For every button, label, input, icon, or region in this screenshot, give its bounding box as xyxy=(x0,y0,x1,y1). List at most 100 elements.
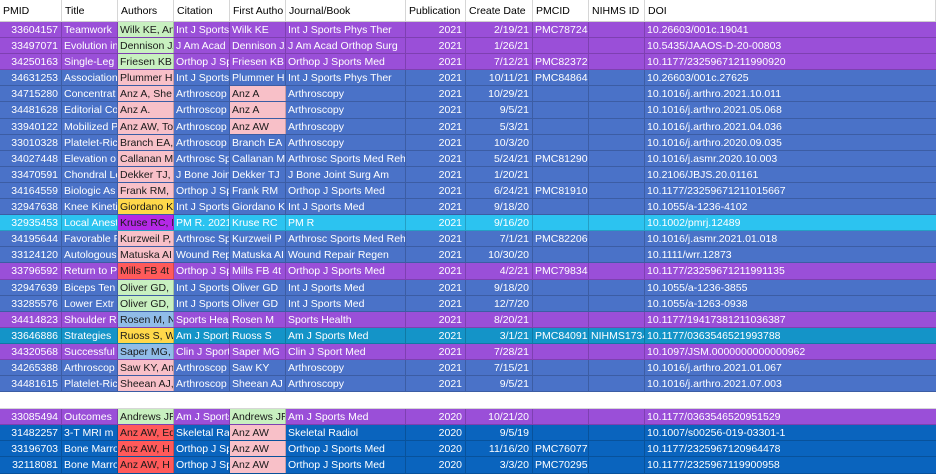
cell-citation[interactable]: Arthroscop xyxy=(174,359,230,376)
cell-first-author[interactable]: Mills FB 4t xyxy=(230,263,286,279)
cell-citation[interactable]: Arthrosc Sp xyxy=(176,150,230,166)
cell-authors[interactable]: Oliver GD, xyxy=(118,295,174,311)
cell-pmid[interactable]: 33646886 xyxy=(0,327,62,343)
cell-journal[interactable]: Clin J Sport Med xyxy=(286,343,406,359)
cell-pmid[interactable]: 31482257 xyxy=(0,425,62,441)
cell-authors[interactable]: Kruse RC, R xyxy=(118,215,174,231)
cell-first-author[interactable]: Wilk KE xyxy=(230,22,286,38)
cell-title[interactable]: Platelet-Ric xyxy=(64,134,118,150)
cell-create-date[interactable]: 5/24/21 xyxy=(466,150,533,166)
cell-citation[interactable]: Int J Sports xyxy=(176,199,230,215)
cell-authors[interactable]: Matuska AI xyxy=(118,247,174,263)
cell-publication[interactable]: 2021 xyxy=(406,22,466,38)
cell-create-date[interactable]: 9/16/20 xyxy=(466,215,533,231)
cell-pmid[interactable]: 34164559 xyxy=(0,182,62,199)
table-row[interactable]: 33285576 Lower Extr Oliver GD, Int J Sports… xyxy=(0,295,936,312)
cell-pmid[interactable]: 34027448 xyxy=(0,150,62,166)
cell-doi[interactable]: 10.1016/j.asmr.2020.10.003 xyxy=(647,152,778,165)
cell-citation[interactable]: Arthroscop xyxy=(174,134,230,150)
cell-doi[interactable]: 10.2106/JBJS.20.01161 xyxy=(647,168,759,181)
cell-doi[interactable]: 10.1177/23259671211990920 xyxy=(647,56,786,69)
cell-authors[interactable]: Sheean AJ, xyxy=(118,376,174,392)
cell-citation[interactable]: J Am Acad xyxy=(174,38,230,54)
cell-create-date[interactable]: 11/16/20 xyxy=(466,441,533,457)
cell-publication[interactable]: 2021 xyxy=(406,215,466,231)
cell-pmcid[interactable]: PMC7607718 xyxy=(535,441,589,457)
column-header-citation[interactable]: Citation xyxy=(174,0,230,21)
cell-create-date[interactable]: 10/11/21 xyxy=(466,70,533,86)
cell-nihms-id[interactable] xyxy=(589,359,645,376)
cell-publication[interactable]: 2021 xyxy=(406,70,466,86)
table-row[interactable]: 34265388 Arthroscop Saw KY, An Arthroscop Sa… xyxy=(0,359,936,377)
cell-first-author[interactable]: Dekker TJ xyxy=(230,166,286,182)
cell-create-date[interactable]: 4/2/21 xyxy=(466,263,533,279)
cell-pmcid[interactable] xyxy=(533,215,589,231)
cell-publication[interactable]: 2021 xyxy=(406,118,466,134)
cell-title[interactable]: Successful xyxy=(62,343,118,359)
cell-pmcid[interactable] xyxy=(533,102,589,118)
cell-publication[interactable]: 2021 xyxy=(406,376,466,392)
table-row[interactable]: 33470591 Chondral Le Dekker TJ, J Bone Join… xyxy=(0,166,936,183)
cell-first-author[interactable]: Frank RM xyxy=(230,182,286,199)
cell-doi[interactable]: 10.5435/JAAOS-D-20-00803 xyxy=(647,40,782,53)
cell-authors[interactable]: Dennison JA xyxy=(118,38,174,54)
cell-publication[interactable]: 2020 xyxy=(406,409,466,425)
cell-journal[interactable]: Arthroscopy xyxy=(286,359,406,376)
cell-first-author[interactable]: Anz AW xyxy=(230,425,286,441)
cell-publication[interactable]: 2021 xyxy=(406,182,466,199)
cell-first-author[interactable]: Oliver GD xyxy=(230,279,286,295)
table-row[interactable]: 34414823 Shoulder R Rosen M, N Sports Hea Ro… xyxy=(0,311,936,328)
cell-journal[interactable]: Orthop J Sports Med xyxy=(286,441,406,457)
cell-authors[interactable]: Saw KY, An xyxy=(118,359,174,376)
cell-citation[interactable]: J Bone Join xyxy=(176,166,230,182)
cell-pmcid[interactable] xyxy=(533,279,589,295)
cell-title[interactable]: Association xyxy=(64,70,118,86)
cell-authors[interactable]: Plummer H xyxy=(118,70,174,86)
column-header-first-author[interactable]: First Autho xyxy=(230,0,286,21)
cell-nihms-id[interactable] xyxy=(589,70,645,86)
cell-authors[interactable]: Anz AW, To xyxy=(118,118,174,134)
table-row[interactable]: 33497071 Evolution in Dennison JA J Am Acad… xyxy=(0,38,936,55)
cell-title[interactable]: Teamwork xyxy=(62,22,118,38)
cell-doi[interactable]: 10.1055/a-1236-3855 xyxy=(647,281,748,294)
cell-create-date[interactable]: 5/3/21 xyxy=(466,118,533,134)
cell-doi[interactable]: 10.1177/0363546521993788 xyxy=(647,329,781,342)
cell-first-author[interactable]: Andrews JR xyxy=(230,409,286,425)
cell-authors[interactable]: Anz AW, Ed xyxy=(118,425,174,441)
cell-first-author[interactable]: Saw KY xyxy=(230,359,286,376)
cell-pmid[interactable]: 34195644 xyxy=(0,231,62,247)
cell-pmid[interactable]: 33085494 xyxy=(0,409,62,425)
cell-pmid[interactable]: 34320568 xyxy=(0,343,62,359)
cell-citation[interactable]: Orthop J Sp xyxy=(176,263,230,279)
cell-nihms-id[interactable] xyxy=(589,118,645,134)
cell-pmcid[interactable] xyxy=(533,295,589,311)
cell-authors[interactable]: Andrews JR xyxy=(118,409,174,425)
cell-nihms-id[interactable] xyxy=(589,54,645,70)
cell-authors[interactable]: Friesen KB xyxy=(118,54,174,70)
cell-authors[interactable]: Anz AW, H xyxy=(118,441,174,457)
column-header-publication[interactable]: Publication xyxy=(406,0,466,21)
cell-authors[interactable]: Anz A, She xyxy=(118,86,174,102)
table-row[interactable]: 34631253 Association Plummer H Int J Sports… xyxy=(0,70,936,87)
cell-create-date[interactable]: 1/20/21 xyxy=(466,166,533,182)
cell-doi[interactable]: 10.1016/j.arthro.2021.07.003 xyxy=(647,378,782,391)
cell-first-author[interactable]: Ruoss S xyxy=(230,327,286,343)
cell-citation[interactable]: Arthroscop xyxy=(174,376,230,392)
cell-first-author[interactable]: Branch EA xyxy=(230,134,286,150)
cell-publication[interactable]: 2021 xyxy=(406,150,466,166)
cell-nihms-id[interactable] xyxy=(589,279,645,295)
cell-first-author[interactable]: Plummer H xyxy=(232,70,286,86)
cell-journal[interactable]: Arthroscopy xyxy=(286,86,406,102)
table-row[interactable]: 34027448 Elevation o Callanan M Arthrosc Sp… xyxy=(0,150,936,167)
cell-citation[interactable]: Orthop J Sp xyxy=(176,54,230,70)
cell-pmid[interactable]: 33196703 xyxy=(0,441,62,457)
cell-nihms-id[interactable] xyxy=(589,311,645,327)
cell-nihms-id[interactable] xyxy=(589,425,645,441)
cell-publication[interactable]: 2021 xyxy=(406,134,466,150)
cell-citation[interactable]: PM R. 2021 xyxy=(176,215,230,231)
cell-nihms-id[interactable] xyxy=(589,263,645,279)
cell-pmid[interactable]: 33010328 xyxy=(0,134,62,150)
column-header-nihms-id[interactable]: NIHMS ID xyxy=(589,0,645,21)
cell-first-author[interactable]: Kurzweil P xyxy=(230,231,286,247)
cell-title[interactable]: Favorable P xyxy=(64,231,118,247)
